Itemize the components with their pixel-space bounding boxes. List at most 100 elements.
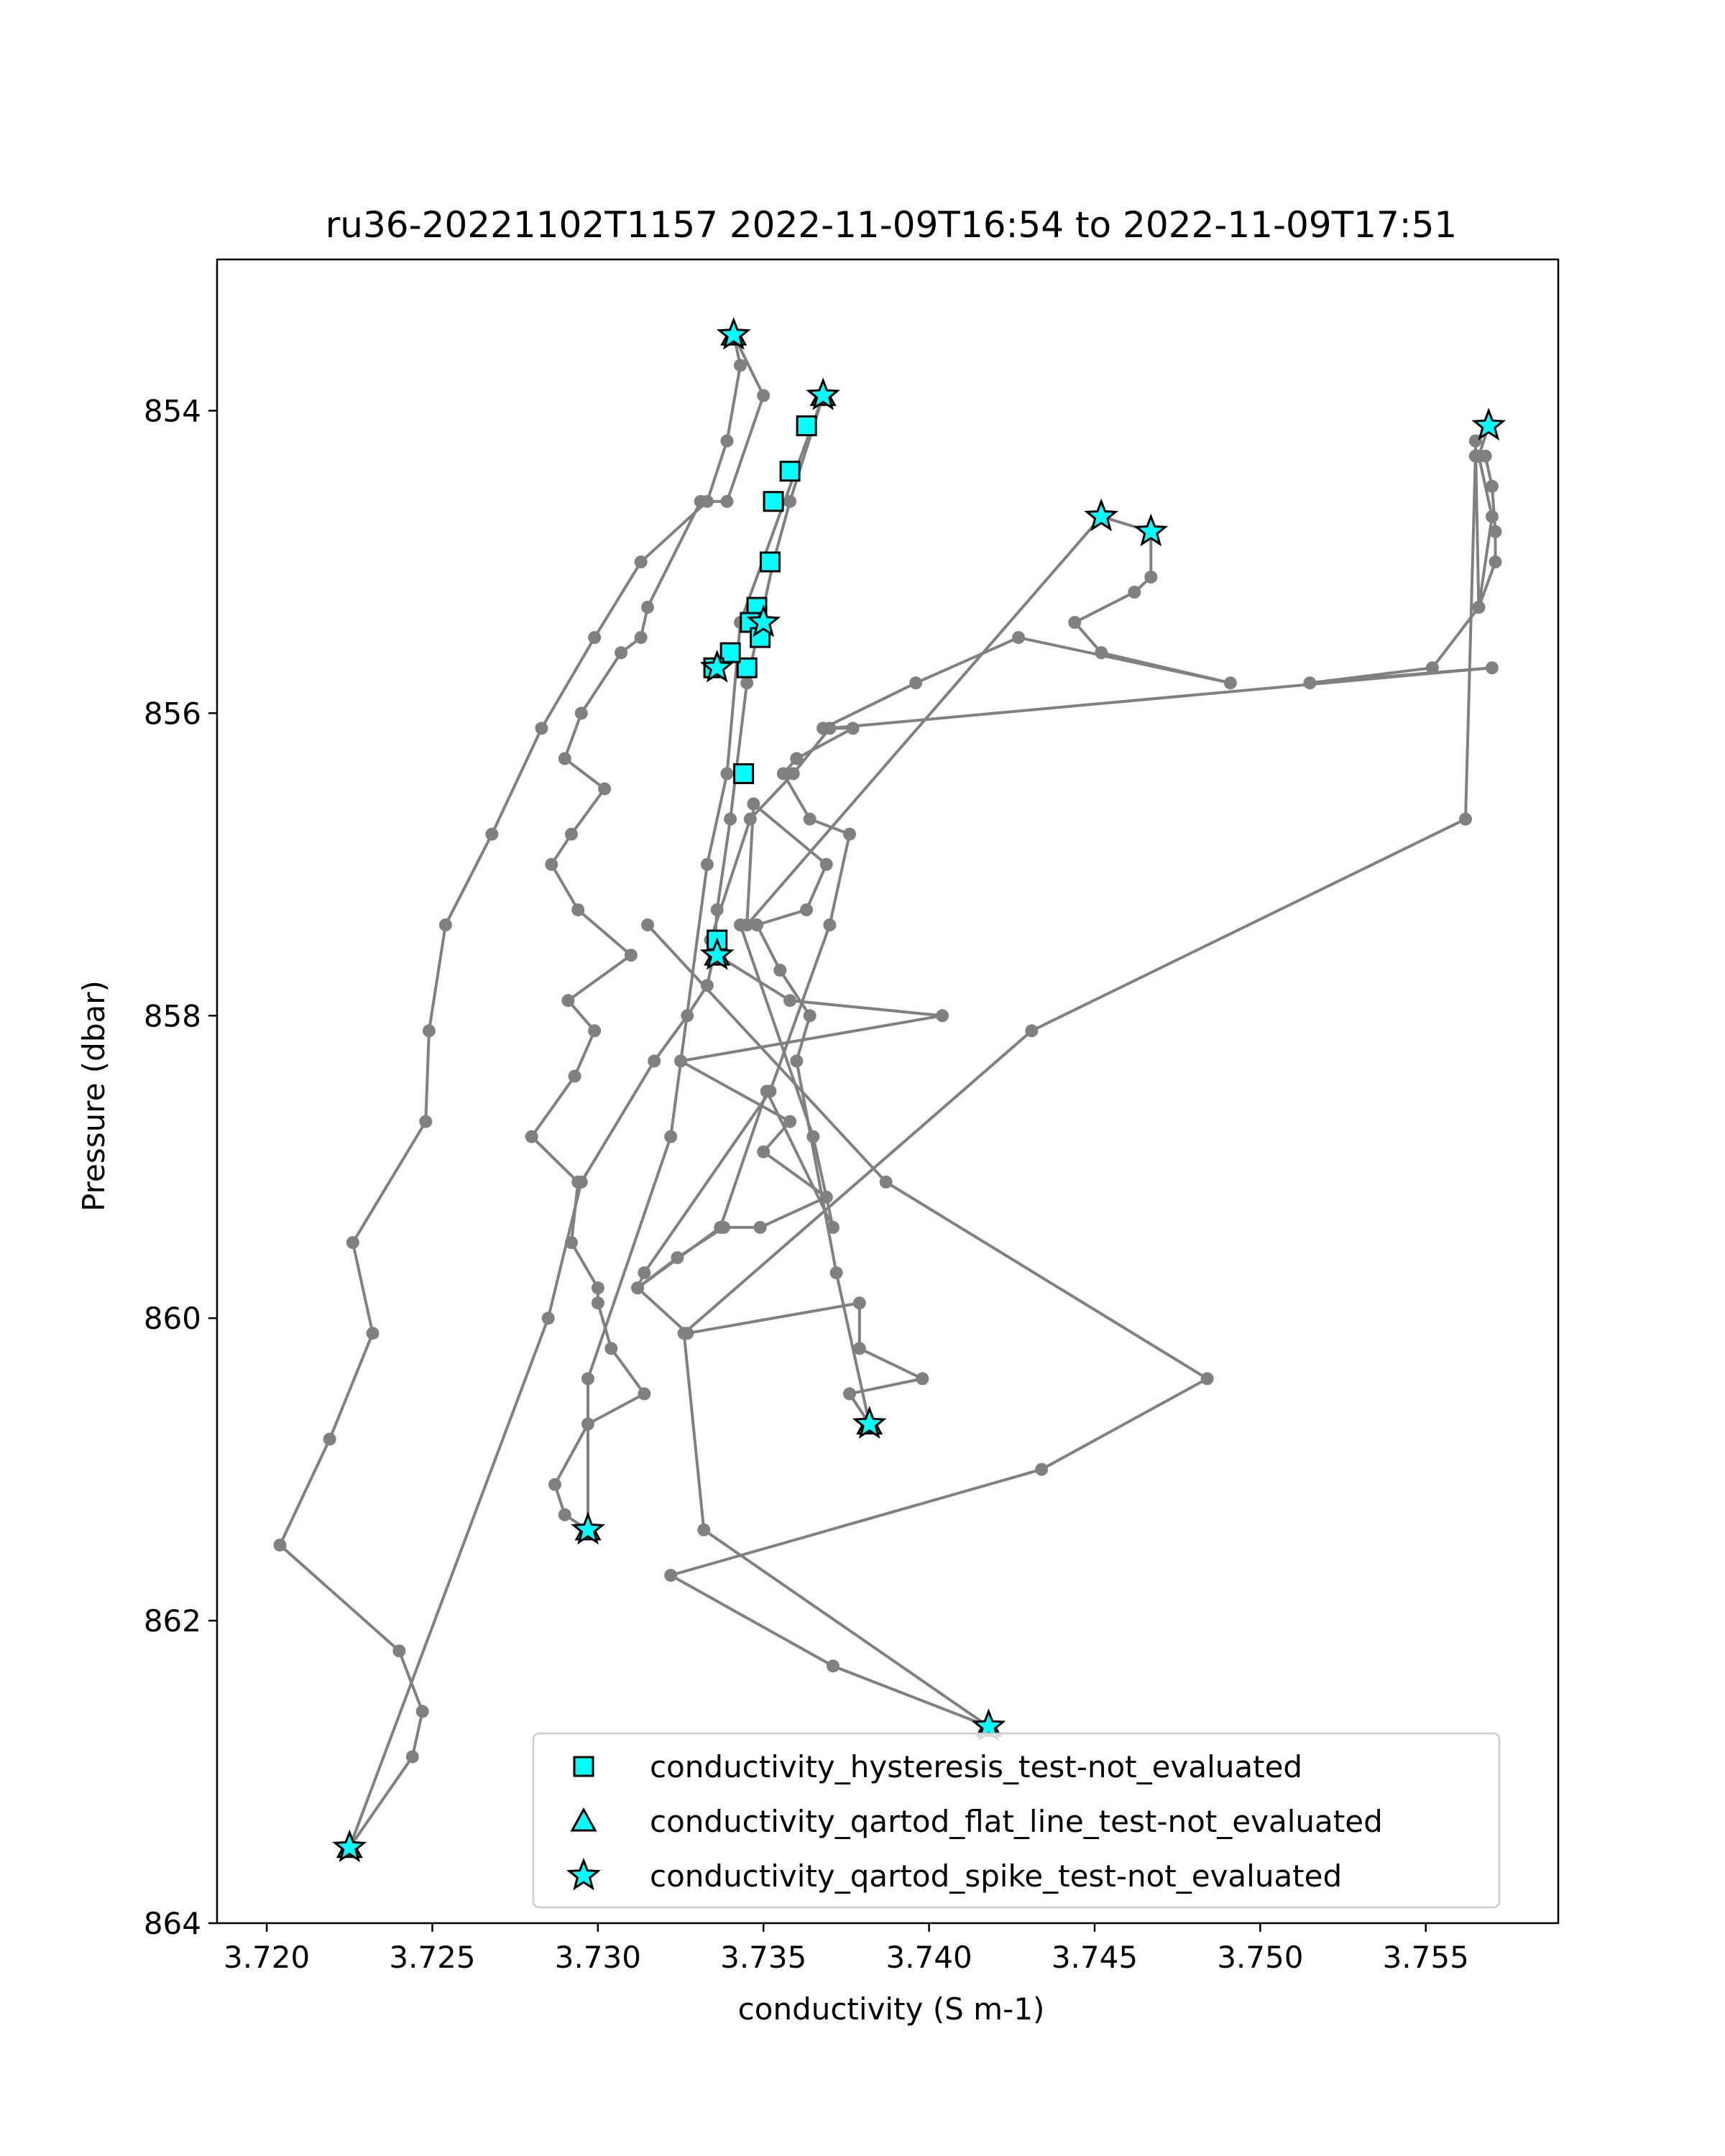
profile-point bbox=[631, 1281, 645, 1295]
spike-flag-marker bbox=[1133, 513, 1169, 547]
profile-point bbox=[591, 1281, 604, 1295]
profile-point bbox=[664, 1569, 678, 1582]
profile-point bbox=[720, 434, 734, 448]
profile-point bbox=[700, 857, 714, 871]
profile-point bbox=[823, 918, 837, 931]
legend: conductivity_hysteresis_test-not_evaluat… bbox=[532, 1732, 1501, 1909]
profile-point bbox=[916, 1372, 929, 1386]
x-tick-label: 3.750 bbox=[1217, 1940, 1303, 1975]
profile-point bbox=[852, 1296, 866, 1310]
profile-point bbox=[591, 1296, 604, 1310]
profile-point bbox=[936, 1009, 949, 1023]
profile-point bbox=[783, 994, 797, 1008]
hysteresis-flag-marker bbox=[759, 551, 781, 573]
x-tick-label: 3.735 bbox=[720, 1940, 806, 1975]
legend-label: conductivity_hysteresis_test-not_evaluat… bbox=[650, 1749, 1302, 1784]
profile-point bbox=[677, 1327, 691, 1340]
legend-label: conductivity_qartod_spike_test-not_evalu… bbox=[650, 1858, 1342, 1894]
profile-point bbox=[740, 676, 754, 690]
profile-point bbox=[757, 389, 770, 402]
profile-point bbox=[1489, 555, 1502, 568]
profile-point bbox=[1303, 676, 1317, 690]
profile-point bbox=[366, 1327, 380, 1340]
profile-point bbox=[641, 601, 654, 614]
hysteresis-flag-marker bbox=[763, 491, 784, 512]
profile-point bbox=[773, 964, 787, 977]
profile-point bbox=[438, 918, 452, 931]
profile-point bbox=[648, 1054, 661, 1068]
profile-point bbox=[800, 903, 814, 916]
profile-point bbox=[757, 1145, 770, 1158]
profile-point bbox=[700, 979, 714, 992]
profile-point bbox=[615, 646, 628, 660]
profile-point bbox=[1489, 525, 1502, 538]
profile-point bbox=[604, 1342, 618, 1355]
y-tick-label: 864 bbox=[144, 1906, 201, 1941]
profile-point bbox=[525, 1130, 538, 1143]
hysteresis-flag-marker bbox=[733, 763, 755, 785]
legend-square-marker bbox=[573, 1756, 594, 1777]
plot-frame bbox=[216, 258, 1560, 1925]
profile-point bbox=[1095, 646, 1108, 660]
profile-point bbox=[641, 918, 654, 931]
profile-point bbox=[714, 1220, 727, 1234]
profile-point bbox=[1472, 601, 1486, 614]
spike-flag-marker bbox=[571, 1511, 605, 1545]
x-tick-label: 3.720 bbox=[224, 1940, 310, 1975]
profile-point bbox=[1468, 434, 1482, 448]
profile-point bbox=[422, 1024, 436, 1038]
y-tick-label: 862 bbox=[144, 1603, 201, 1639]
profile-point bbox=[574, 1175, 588, 1189]
x-axis-label: conductivity (S m-1) bbox=[738, 1991, 1045, 2027]
profile-point bbox=[846, 722, 860, 735]
profile-point bbox=[346, 1236, 359, 1249]
profile-point bbox=[581, 1372, 594, 1386]
profile-point bbox=[634, 555, 648, 568]
legend-label: conductivity_qartod_flat_line_test-not_e… bbox=[650, 1804, 1383, 1839]
profile-point bbox=[415, 1705, 429, 1718]
legend-star-marker bbox=[566, 1857, 601, 1891]
x-tick-label: 3.730 bbox=[555, 1940, 641, 1975]
profile-point bbox=[588, 1024, 602, 1038]
profile-point bbox=[843, 827, 856, 841]
profile-point bbox=[405, 1750, 419, 1764]
profile-point bbox=[1223, 676, 1237, 690]
profile-point bbox=[545, 857, 558, 871]
profile-point bbox=[720, 767, 734, 780]
profile-point bbox=[1025, 1024, 1039, 1038]
profile-point bbox=[568, 1069, 581, 1083]
profile-point bbox=[535, 722, 548, 735]
profile-point bbox=[485, 827, 499, 841]
profile-point bbox=[747, 797, 760, 811]
profile-point bbox=[790, 752, 804, 765]
spike-flag-marker bbox=[746, 604, 781, 637]
profile-point bbox=[879, 1175, 893, 1189]
profile-point bbox=[273, 1538, 287, 1552]
profile-point bbox=[697, 1523, 711, 1537]
profile-point bbox=[1425, 661, 1439, 675]
spike-flag-marker bbox=[1084, 498, 1119, 532]
profile-point bbox=[750, 918, 763, 931]
profile-point bbox=[852, 1342, 866, 1355]
profile-point bbox=[786, 767, 800, 780]
profile-point bbox=[638, 1387, 651, 1401]
profile-point bbox=[724, 812, 737, 826]
profile-point bbox=[803, 1009, 816, 1023]
profile-point bbox=[720, 494, 734, 508]
spike-flag-marker bbox=[332, 1829, 367, 1863]
profile-point bbox=[565, 827, 578, 841]
profile-point bbox=[783, 1115, 797, 1128]
spike-flag-marker bbox=[852, 1406, 887, 1439]
profile-point bbox=[634, 631, 648, 645]
profile-point bbox=[1485, 479, 1499, 493]
profile-point bbox=[574, 706, 588, 720]
x-tick-label: 3.755 bbox=[1383, 1940, 1469, 1975]
y-axis-label: Pressure (dbar) bbox=[76, 980, 111, 1212]
profile-point bbox=[1012, 631, 1025, 645]
profile-point bbox=[1459, 812, 1472, 826]
x-tick-label: 3.745 bbox=[1052, 1940, 1138, 1975]
profile-point bbox=[664, 1130, 678, 1143]
profile-point bbox=[674, 1054, 687, 1068]
y-axis-ticks: 854 856 858 860 862 864 bbox=[144, 393, 217, 1941]
